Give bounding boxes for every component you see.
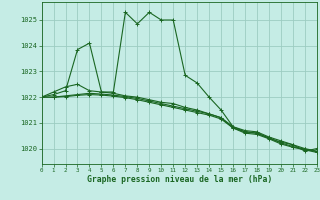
X-axis label: Graphe pression niveau de la mer (hPa): Graphe pression niveau de la mer (hPa) xyxy=(87,175,272,184)
